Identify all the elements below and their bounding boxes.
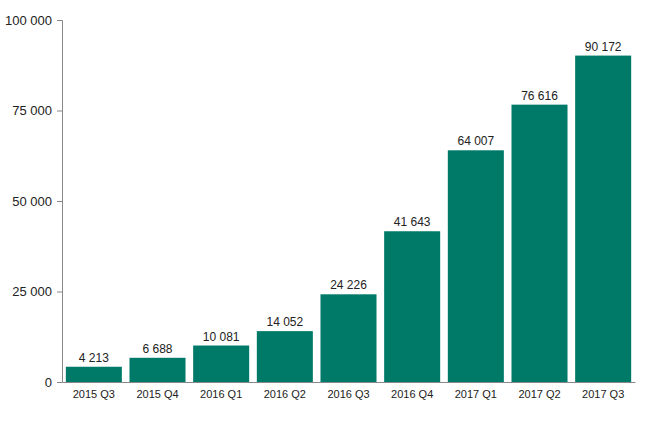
data-label: 24 226 xyxy=(330,278,367,292)
bar xyxy=(66,367,122,382)
chart: 4 213 6 688 10 081 14 052 24 226 41 643 64 007… xyxy=(0,0,650,426)
bar xyxy=(320,294,376,382)
x-tick: 2017 Q2 xyxy=(518,388,560,400)
x-tick-label: 2016 Q1 xyxy=(200,388,242,400)
bar xyxy=(575,56,631,382)
x-tick-label: 2015 Q4 xyxy=(136,388,178,400)
x-tick: 2015 Q4 xyxy=(136,388,178,400)
y-tick: 100 000 xyxy=(5,13,62,28)
x-tick: 2017 Q1 xyxy=(455,388,497,400)
data-labels: 4 213 6 688 10 081 14 052 24 226 41 643 64 007… xyxy=(79,40,622,365)
y-tick: 75 000 xyxy=(12,103,62,118)
x-tick-label: 2016 Q4 xyxy=(391,388,433,400)
data-label: 6 688 xyxy=(142,342,172,356)
data-label: 41 643 xyxy=(394,215,431,229)
y-tick: 25 000 xyxy=(12,284,62,299)
y-tick-mark xyxy=(57,111,62,112)
y-tick-mark xyxy=(57,292,62,293)
x-tick-label: 2017 Q2 xyxy=(518,388,560,400)
data-label: 10 081 xyxy=(203,330,240,344)
y-tick-mark xyxy=(57,382,62,383)
bar xyxy=(129,358,185,382)
bar xyxy=(384,231,440,382)
x-tick: 2016 Q1 xyxy=(200,388,242,400)
bar xyxy=(193,346,249,382)
data-label: 90 172 xyxy=(585,40,622,54)
y-tick-mark xyxy=(57,20,62,21)
bars xyxy=(66,56,631,382)
x-tick: 2017 Q3 xyxy=(582,388,624,400)
x-tick-label: 2017 Q1 xyxy=(455,388,497,400)
y-tick-label: 25 000 xyxy=(12,284,52,299)
x-tick-label: 2015 Q3 xyxy=(73,388,115,400)
data-label: 64 007 xyxy=(457,134,494,148)
plot: 4 213 6 688 10 081 14 052 24 226 41 643 64 007… xyxy=(5,13,636,400)
data-label: 14 052 xyxy=(266,315,303,329)
data-label: 4 213 xyxy=(79,351,109,365)
y-tick-label: 0 xyxy=(45,375,52,390)
x-axis: 2015 Q3 2015 Q4 2016 Q1 2016 Q2 2016 Q3 2016 … xyxy=(63,383,636,400)
y-tick: 0 xyxy=(45,375,62,390)
bar xyxy=(448,150,504,382)
y-axis: 0 25 000 50 000 75 000 100 000 xyxy=(5,13,63,390)
data-label: 76 616 xyxy=(521,89,558,103)
x-tick: 2016 Q4 xyxy=(391,388,433,400)
x-tick-label: 2016 Q2 xyxy=(264,388,306,400)
x-tick-label: 2016 Q3 xyxy=(327,388,369,400)
x-tick: 2016 Q3 xyxy=(327,388,369,400)
x-axis-line xyxy=(63,382,636,383)
y-tick-label: 100 000 xyxy=(5,13,52,28)
x-tick: 2015 Q3 xyxy=(73,388,115,400)
y-tick: 50 000 xyxy=(12,194,62,209)
bar xyxy=(511,105,567,382)
x-tick-label: 2017 Q3 xyxy=(582,388,624,400)
y-tick-mark xyxy=(57,201,62,202)
y-tick-label: 50 000 xyxy=(12,194,52,209)
y-axis-line xyxy=(57,21,63,383)
x-tick: 2016 Q2 xyxy=(264,388,306,400)
bar xyxy=(257,331,313,382)
y-tick-label: 75 000 xyxy=(12,103,52,118)
